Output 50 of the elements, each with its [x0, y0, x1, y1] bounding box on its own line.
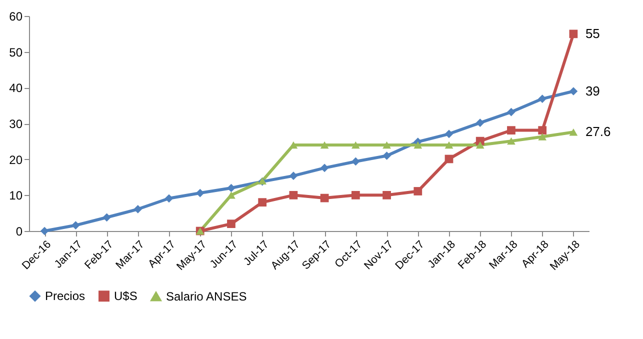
point	[382, 190, 391, 200]
point	[538, 133, 547, 140]
point	[71, 221, 80, 230]
y-tick-label: 10	[9, 188, 23, 203]
point	[289, 172, 298, 180]
data-label: 39	[585, 83, 600, 98]
point	[102, 213, 111, 222]
point	[320, 141, 329, 149]
point	[351, 141, 360, 149]
point	[258, 198, 267, 207]
point	[569, 87, 578, 96]
point	[538, 126, 547, 134]
point	[320, 164, 329, 172]
y-tick-label: 50	[9, 45, 23, 60]
point	[227, 220, 236, 228]
point	[476, 141, 484, 149]
point	[569, 30, 578, 38]
point	[507, 108, 516, 116]
point	[227, 184, 236, 192]
point	[414, 187, 422, 196]
point	[382, 152, 391, 160]
point	[444, 141, 454, 149]
point	[538, 94, 547, 103]
point	[227, 192, 236, 199]
y-tick-label: 20	[9, 152, 23, 167]
point	[134, 204, 142, 214]
legend-label: U$S	[114, 289, 138, 304]
point	[289, 190, 298, 200]
point	[320, 194, 329, 202]
y-tick-label: 0	[16, 224, 23, 238]
legend-label: Precios	[45, 289, 86, 304]
point	[444, 130, 454, 138]
point	[351, 190, 360, 200]
point	[382, 141, 391, 149]
data-label: 27.6	[585, 124, 611, 140]
point	[507, 126, 516, 134]
point	[507, 137, 516, 145]
point	[351, 157, 360, 166]
legend-label: Salario ANSES	[166, 289, 247, 304]
point	[569, 128, 578, 136]
point	[196, 188, 204, 198]
y-tick-label: 30	[9, 117, 23, 131]
y-tick-label: 40	[9, 81, 23, 96]
point	[414, 141, 422, 149]
point	[444, 154, 454, 164]
data-label: 55	[585, 26, 600, 41]
point	[476, 118, 484, 127]
point	[164, 194, 174, 203]
y-tick-label: 60	[9, 10, 23, 24]
point	[40, 226, 49, 236]
